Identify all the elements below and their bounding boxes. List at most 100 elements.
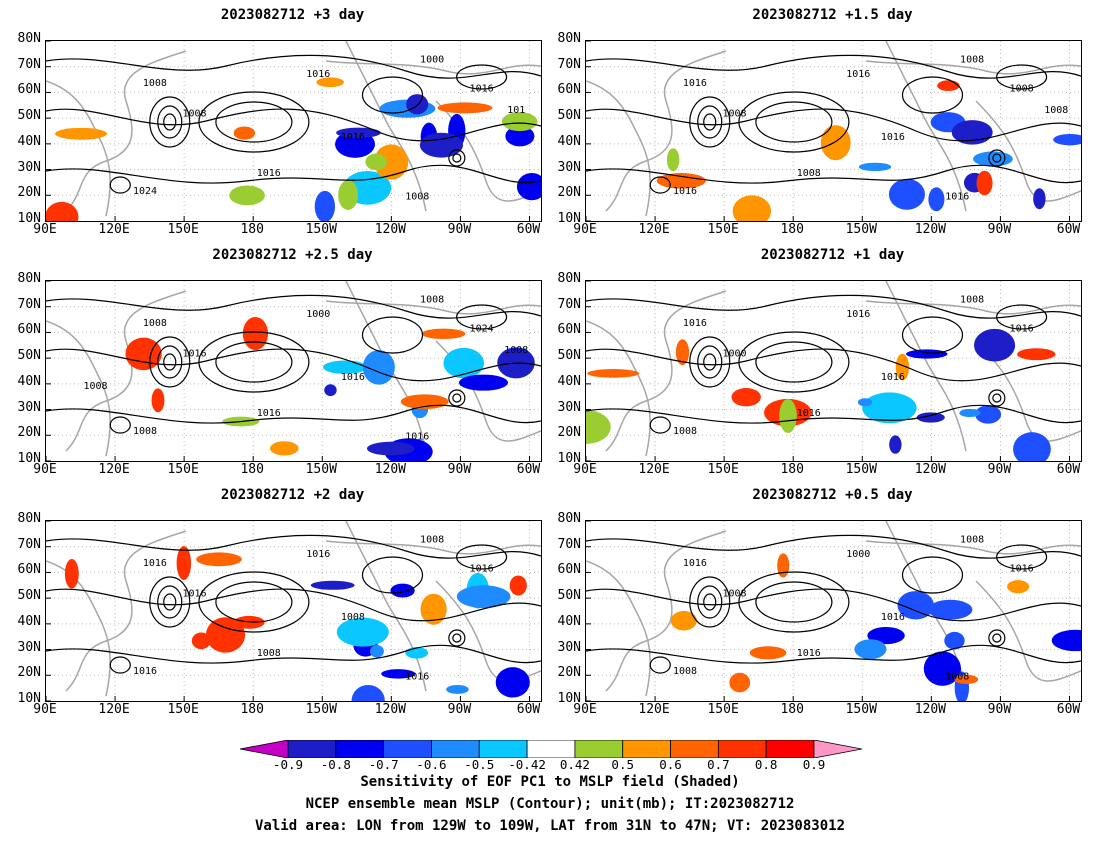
map-canvas: 1000 1008 1008 1016 1016 1016 1024 1016 1008 101 (46, 41, 541, 221)
lat-tick-label: 80N (17, 511, 41, 526)
contour-label: 1016 (341, 372, 365, 383)
negative-sensitivity-shade (928, 599, 973, 620)
svg-text:1008: 1008 (722, 589, 746, 600)
svg-text:1024: 1024 (470, 323, 494, 334)
negative-sensitivity-shade (390, 583, 415, 598)
isobar-contour (988, 389, 1006, 407)
positive-sensitivity-shade (501, 112, 538, 132)
isobar-contour (703, 353, 717, 371)
lat-tick-label: 60N (557, 322, 581, 338)
svg-text:1000: 1000 (722, 349, 746, 360)
contour-label: 1016 (881, 372, 905, 383)
positive-sensitivity-shade (46, 201, 79, 221)
lon-tick-label: 180 (240, 462, 264, 477)
map-panel: 1008 1016 1008 1016 1016 1008 1016 1008 1016 1008 (585, 40, 1082, 222)
colorbar-tick-label: -0.7 (368, 757, 399, 772)
contour-label: 1016 (797, 408, 821, 419)
lat-tick-label: 50N (17, 588, 41, 604)
lat-tick-label: 20N (557, 425, 581, 441)
panel-title: 2023082712 +1 day (760, 247, 905, 263)
svg-text:1016: 1016 (257, 168, 281, 179)
lon-tick-label: 120E (98, 462, 130, 477)
colorbar-tick-label: -0.9 (272, 757, 304, 772)
lon-tick-label: 60W (516, 702, 541, 717)
coastline (865, 60, 1081, 75)
isobar-contour (703, 593, 717, 611)
contour-label: 1008 (341, 612, 365, 623)
positive-sensitivity-shade (421, 328, 466, 339)
coastline (865, 540, 1081, 555)
negative-sensitivity-shade (1033, 188, 1046, 210)
lat-tick-label: 20N (17, 425, 41, 441)
contour-label: 1016 (143, 558, 167, 569)
lon-tick-label: 120E (638, 702, 670, 717)
svg-text:1008: 1008 (1044, 105, 1068, 116)
negative-sensitivity-shade (928, 187, 945, 212)
isobar-contour (448, 629, 466, 647)
lon-tick-label: 90W (987, 222, 1012, 237)
coastline (605, 290, 727, 452)
isobar-contour (586, 54, 1081, 79)
isobar-contour (46, 588, 541, 622)
map-panel: 1008 1016 1000 1016 1016 1016 1008 1016 (585, 280, 1082, 462)
isobar-contour (456, 544, 508, 570)
negative-sensitivity-shade (336, 127, 381, 139)
svg-text:1008: 1008 (143, 78, 167, 89)
coastline (325, 540, 541, 555)
lon-tick-label: 120W (914, 222, 946, 237)
lat-tick-label: 80N (557, 511, 581, 526)
contour-label: 1008 (83, 381, 107, 392)
lat-tick-label: 30N (17, 399, 41, 415)
lat-tick-label: 50N (557, 108, 581, 124)
lon-tick-label: 90W (447, 462, 472, 477)
lat-tick-label: 40N (17, 133, 41, 149)
negative-sensitivity-shade (897, 591, 934, 620)
isobar-contour (157, 105, 183, 139)
lat-tick-label: 10N (17, 451, 41, 466)
negative-sensitivity-shade (323, 360, 368, 374)
negative-sensitivity-shade (857, 398, 873, 407)
caption-line-3: Valid area: LON from 129W to 109W, LAT f… (254, 818, 845, 834)
svg-text:1008: 1008 (504, 345, 528, 356)
positive-sensitivity-shade (666, 148, 680, 172)
coastline (865, 300, 1081, 315)
contour-label: 1008 (960, 55, 984, 66)
isobar-contour (46, 348, 541, 382)
contour-label: 1016 (683, 78, 707, 89)
negative-sensitivity-shade (505, 125, 535, 147)
svg-text:1008: 1008 (1010, 83, 1034, 94)
svg-text:1016: 1016 (133, 666, 157, 677)
lon-tick-label: 120E (638, 222, 670, 237)
negative-sensitivity-shade (495, 667, 530, 698)
svg-text:1016: 1016 (881, 612, 905, 623)
coastline (605, 50, 727, 212)
colorbar-box (431, 740, 480, 758)
panel-title: 2023082712 +2 day (220, 487, 365, 503)
isobar-contour (649, 416, 671, 434)
svg-text:1008: 1008 (420, 535, 444, 546)
isobar-contour (697, 585, 723, 619)
isobar-contour (689, 96, 731, 148)
negative-sensitivity-shade (458, 374, 508, 391)
lon-tick-label: 90E (573, 702, 597, 717)
lon-tick-label: 120W (374, 702, 406, 717)
lon-tick-label: 150E (707, 222, 739, 237)
isobar-contour (157, 585, 183, 619)
lon-tick-label: 180 (780, 702, 804, 717)
colorbar-box (717, 740, 767, 758)
svg-text:1016: 1016 (683, 318, 707, 329)
negative-sensitivity-shade (314, 190, 335, 221)
contour-label: 1008 (673, 426, 697, 437)
isobar-contour (46, 644, 541, 664)
isobar-contour (149, 576, 191, 628)
isobar-contour (46, 54, 541, 79)
lat-tick-label: 80N (557, 271, 581, 286)
negative-sensitivity-shade (888, 178, 925, 210)
contour-label: 1008 (722, 109, 746, 120)
isobar-contour (361, 316, 424, 354)
colorbar (240, 740, 862, 758)
colorbar-tick-label: -0.5 (464, 757, 495, 772)
lon-tick-label: 60W (1056, 222, 1081, 237)
lat-tick-label: 70N (17, 56, 41, 72)
coastline (65, 50, 187, 212)
